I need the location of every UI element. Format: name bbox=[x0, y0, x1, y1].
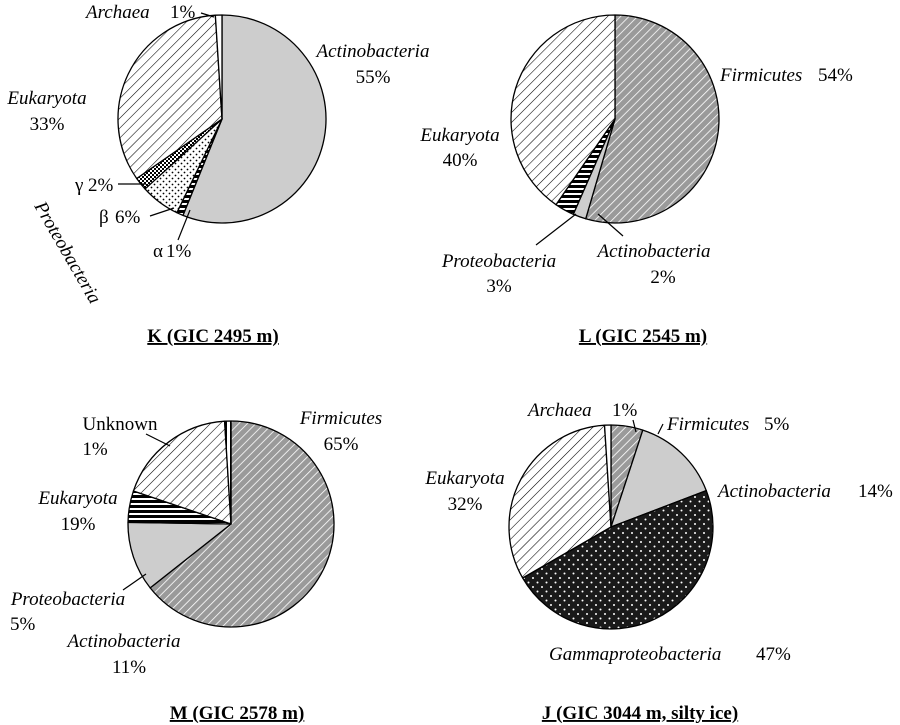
slice-pct-eukaryota: 19% bbox=[61, 514, 96, 535]
slice-label-alpha: α bbox=[153, 241, 163, 262]
slice-pct-beta: 6% bbox=[115, 207, 141, 228]
pie-slice-eukaryota bbox=[510, 14, 616, 206]
chart-j-labels: Archaea 1% Firmicutes 5% Eukaryota 32% A… bbox=[424, 400, 893, 724]
leader-line-firmicutes bbox=[657, 423, 664, 435]
slice-label-firmicutes: Firmicutes bbox=[666, 414, 749, 435]
slice-label-beta: β bbox=[99, 207, 109, 228]
slice-label-proteobacteria: Proteobacteria bbox=[10, 589, 125, 610]
slice-pct-eukaryota: 33% bbox=[30, 114, 65, 135]
slice-label-actinobacteria: Actinobacteria bbox=[66, 631, 181, 652]
slice-label-firmicutes: Firmicutes bbox=[299, 408, 382, 429]
leader-line-actinobacteria bbox=[597, 213, 624, 237]
chart-j: Archaea 1% Firmicutes 5% Eukaryota 32% A… bbox=[424, 400, 893, 724]
slice-label-actinobacteria: Actinobacteria bbox=[596, 241, 711, 262]
leader-line-beta bbox=[149, 207, 175, 217]
chart-l-title: L (GIC 2545 m) bbox=[579, 326, 707, 347]
slice-pct-actinobacteria: 2% bbox=[650, 267, 676, 288]
chart-m: Firmicutes 65% Unknown 1% Eukaryota 19% … bbox=[10, 408, 382, 724]
slice-pct-proteobacteria: 5% bbox=[10, 614, 36, 635]
pie-slice-archaea bbox=[603, 424, 612, 528]
slice-label-firmicutes: Firmicutes bbox=[719, 65, 802, 86]
pie-slice-archaea bbox=[214, 14, 223, 120]
slice-pct-unknown: 1% bbox=[82, 439, 108, 460]
slice-label-proteobacteria: Proteobacteria bbox=[441, 251, 556, 272]
slice-label-gammaproteobacteria: Gammaproteobacteria bbox=[549, 644, 721, 665]
pie-slice-firmicutes bbox=[149, 420, 335, 628]
chart-m-labels: Firmicutes 65% Unknown 1% Eukaryota 19% … bbox=[10, 408, 382, 724]
pie-slice-eukaryota bbox=[132, 420, 232, 525]
leader-line-archaea bbox=[200, 12, 215, 18]
slice-label-actinobacteria: Actinobacteria bbox=[315, 41, 430, 62]
slice-pct-gamma: 2% bbox=[88, 175, 114, 196]
slice-pct-alpha: 1% bbox=[166, 241, 192, 262]
slice-pct-firmicutes: 65% bbox=[324, 434, 359, 455]
pie-slice-unknown bbox=[223, 420, 232, 525]
slice-label-actinobacteria: Actinobacteria bbox=[716, 481, 831, 502]
chart-k-title: K (GIC 2495 m) bbox=[147, 326, 278, 347]
slice-label-archaea: Archaea bbox=[526, 400, 592, 421]
slice-label-eukaryota: Eukaryota bbox=[424, 468, 504, 489]
chart-m-title: M (GIC 2578 m) bbox=[170, 703, 305, 724]
slice-pct-proteobacteria: 3% bbox=[486, 276, 512, 297]
slice-label-eukaryota: Eukaryota bbox=[419, 125, 499, 146]
leader-line-proteobacteria bbox=[535, 213, 577, 246]
leader-line-alpha bbox=[177, 209, 191, 241]
chart-j-title: J (GIC 3044 m, silty ice) bbox=[542, 703, 738, 724]
leader-line-unknown bbox=[145, 433, 171, 447]
leader-line-proteobacteria bbox=[122, 573, 147, 591]
pie-slice-actinobacteria bbox=[610, 429, 707, 528]
chart-l-labels: Firmicutes 54% Eukaryota 40% Proteobacte… bbox=[419, 65, 853, 347]
slice-label-eukaryota: Eukaryota bbox=[6, 88, 86, 109]
slice-pct-archaea: 1% bbox=[612, 400, 638, 421]
slice-pct-firmicutes: 5% bbox=[764, 414, 790, 435]
slice-label-unknown: Unknown bbox=[83, 414, 158, 435]
slice-pct-archaea: 1% bbox=[170, 2, 196, 23]
pie-slice-gammaproteobacteria bbox=[522, 489, 714, 630]
slice-label-eukaryota: Eukaryota bbox=[37, 488, 117, 509]
pie-slice-firmicutes bbox=[585, 14, 720, 224]
slice-pct-eukaryota: 40% bbox=[443, 150, 478, 171]
pie-slice-eukaryota bbox=[508, 424, 612, 579]
slice-label-gamma: γ bbox=[74, 175, 83, 196]
slice-pct-actinobacteria: 55% bbox=[356, 67, 391, 88]
leader-line-archaea bbox=[632, 419, 637, 433]
pie-slice-eukaryota bbox=[117, 14, 223, 180]
slice-pct-firmicutes: 54% bbox=[818, 65, 853, 86]
pie-slice-actinobacteria bbox=[127, 521, 232, 589]
slice-pct-actinobacteria: 11% bbox=[112, 657, 146, 678]
chart-l: Firmicutes 54% Eukaryota 40% Proteobacte… bbox=[419, 14, 853, 347]
slice-pct-eukaryota: 32% bbox=[448, 494, 483, 515]
proteobacteria-group-label: Proteobacteria bbox=[29, 197, 105, 307]
chart-k: Actinobacteria 55% Archaea 1% Eukaryota … bbox=[6, 2, 429, 347]
slice-label-archaea: Archaea bbox=[84, 2, 150, 23]
pie-slice-actinobacteria bbox=[182, 14, 327, 224]
slice-pct-gammaproteobacteria: 47% bbox=[756, 644, 791, 665]
slice-pct-actinobacteria: 14% bbox=[858, 481, 893, 502]
